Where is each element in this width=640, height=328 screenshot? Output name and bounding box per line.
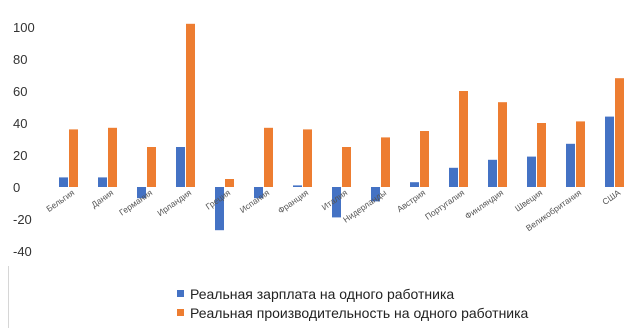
- wage-bar-6: [254, 187, 263, 199]
- y-tick-label: -20: [13, 212, 32, 227]
- productivity-bar-10: [420, 131, 429, 187]
- productivity-bar-6: [264, 127, 273, 187]
- wage-bar-7: [293, 185, 302, 187]
- wage-bar-3: [137, 187, 146, 199]
- productivity-bar-1: [69, 129, 78, 187]
- legend: Реальная зарплата на одного работника Ре…: [177, 284, 528, 322]
- wage-bar-4: [176, 147, 185, 187]
- bars: [59, 23, 624, 231]
- productivity-bar-9: [381, 137, 390, 187]
- productivity-bar-14: [576, 121, 585, 187]
- y-axis: 100 80 60 40 20 0 -20 -40: [13, 20, 35, 259]
- legend-label-wage: Реальная зарплата на одного работника: [190, 285, 455, 302]
- wage-bar-8: [332, 187, 341, 218]
- legend-item-productivity: Реальная производительность на одного ра…: [177, 303, 528, 322]
- wage-bar-9: [371, 187, 380, 202]
- y-tick-label: 100: [13, 20, 35, 35]
- productivity-bar-11: [459, 91, 468, 187]
- y-tick-label: 0: [13, 180, 20, 195]
- x-category-label: Португалия: [423, 187, 466, 222]
- x-category-label: Финляндия: [463, 187, 505, 221]
- x-category-label: Дания: [89, 187, 115, 209]
- wage-bar-12: [488, 159, 497, 187]
- wage-bar-1: [59, 177, 68, 187]
- x-category-label: Ирландия: [155, 187, 193, 218]
- wage-bar-2: [98, 177, 107, 187]
- x-category-label: Австрия: [395, 187, 428, 214]
- legend-label-productivity: Реальная производительность на одного ра…: [190, 304, 529, 321]
- y-tick-label: 40: [13, 116, 27, 131]
- legend-divider: [8, 266, 9, 328]
- wage-bar-13: [527, 156, 536, 187]
- legend-swatch-productivity: [177, 309, 184, 316]
- wage-bar-14: [566, 143, 575, 187]
- legend-item-wage: Реальная зарплата на одного работника: [177, 284, 528, 303]
- wage-bar-10: [410, 182, 419, 187]
- productivity-bar-8: [342, 147, 351, 187]
- productivity-bar-7: [303, 129, 312, 187]
- wage-bar-11: [449, 167, 458, 187]
- productivity-bar-12: [498, 102, 507, 187]
- y-tick-label: -40: [13, 244, 32, 259]
- x-category-label: Франция: [276, 187, 311, 215]
- productivity-bar-15: [615, 78, 624, 187]
- productivity-bar-2: [108, 127, 117, 187]
- x-category-label: США: [600, 187, 622, 207]
- x-category-label: Нидерланды: [341, 187, 388, 224]
- productivity-bar-3: [147, 147, 156, 187]
- y-tick-label: 60: [13, 84, 27, 99]
- legend-swatch-wage: [177, 290, 184, 297]
- x-category-label: Бельгия: [44, 187, 76, 214]
- x-category-label: Швеция: [513, 187, 545, 213]
- x-category-label: Германия: [117, 187, 154, 217]
- y-tick-label: 20: [13, 148, 27, 163]
- productivity-bar-5: [225, 179, 234, 187]
- wage-bar-15: [605, 116, 614, 187]
- productivity-bar-4: [186, 23, 195, 187]
- wage-bar-5: [215, 187, 224, 231]
- productivity-bar-13: [537, 123, 546, 187]
- y-tick-label: 80: [13, 52, 27, 67]
